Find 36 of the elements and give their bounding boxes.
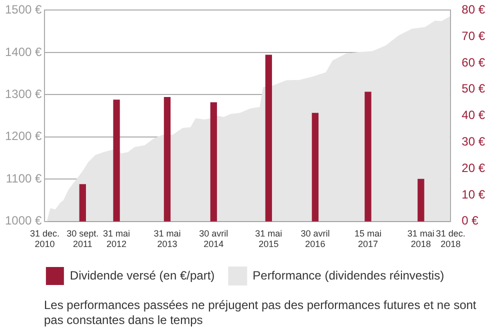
bar (164, 96, 171, 222)
bar (418, 178, 424, 222)
y2-tick-label: 10 € (462, 187, 486, 202)
x-tick-label: 15 mai 2017 (354, 228, 382, 250)
x-tick-label: 31 mai 2013 (154, 228, 181, 250)
y-tick-label: 1300 € (5, 86, 42, 101)
x-tick-label: 30 avril 2016 (300, 228, 330, 250)
x-tick-label: 31 dec. 2010 (30, 228, 60, 250)
y-tick-label: 1500 € (5, 2, 42, 17)
x-tick-label: 31 mai 2012 (103, 228, 130, 250)
x-tick-label: 31 dec. 2018 (436, 228, 466, 250)
y-tick-label: 1000 € (5, 214, 42, 228)
y-tick-label: 1400 € (5, 44, 42, 59)
y-tick-label: 1100 € (6, 171, 42, 186)
bar (210, 102, 217, 222)
x-tick-label: 30 avril 2014 (199, 228, 228, 250)
bar (265, 54, 272, 222)
y2-tick-label: 0 € (462, 214, 479, 228)
y-tick-label: 1200 € (5, 129, 42, 144)
y2-tick-label: 60 € (462, 55, 486, 70)
x-tick-label: 30 sept. 2011 (66, 228, 99, 250)
y2-tick-label: 40 € (462, 108, 486, 122)
y2-tick-label: 50 € (462, 82, 486, 96)
y2-tick-label: 80 € (462, 2, 486, 17)
bar (312, 112, 319, 222)
x-tick-label: 31 mai 2018 (407, 228, 434, 250)
legend-label: Performance (dividendes réinvestis) (252, 268, 444, 282)
bar (113, 100, 120, 222)
y2-tick-label: 20 € (462, 160, 486, 175)
bar (79, 184, 86, 222)
bar (364, 92, 372, 222)
y2-tick-label: 30 € (462, 134, 486, 149)
text: Les performances passées ne préjugent pas des performances futures et ne sont pas constantes dans le temps (44, 298, 478, 328)
y2-tick-label: 70 € (462, 28, 486, 43)
legend-label: Dividende versé (en €/part) (70, 268, 215, 282)
x-tick-label: 31 mai 2015 (255, 228, 282, 250)
